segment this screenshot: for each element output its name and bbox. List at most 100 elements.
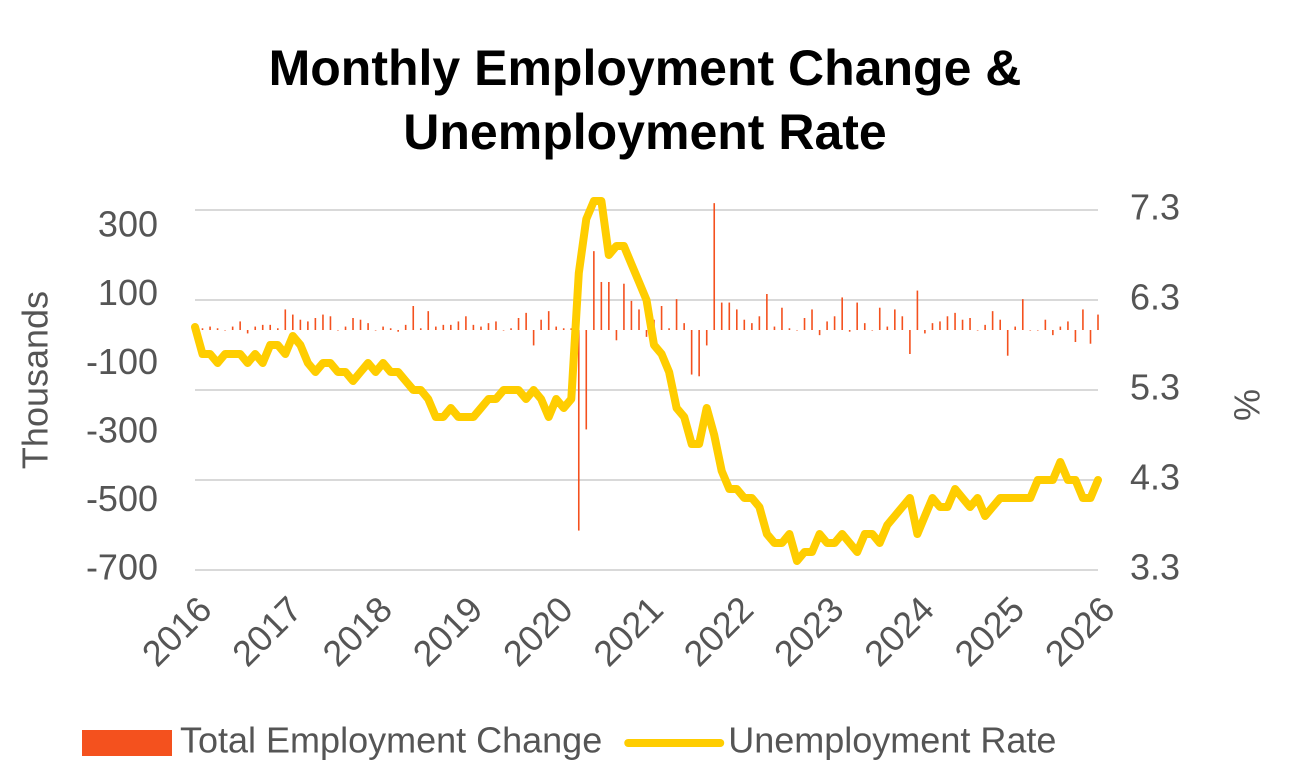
bar [758,316,761,330]
bar [630,300,633,330]
bar [352,318,354,330]
bar [894,309,896,330]
bar [863,323,866,330]
bar [909,330,911,354]
bar [623,283,625,330]
bar [517,318,520,330]
bar [502,330,505,331]
bar [683,323,685,330]
bar [728,302,731,330]
x-tick-label: 2017 [224,588,310,674]
bar [435,326,437,330]
bar [969,318,971,330]
bar [705,330,708,346]
bar [359,319,362,330]
bar [773,326,776,330]
legend-label: Unemployment Rate [728,720,1056,761]
x-tick-label: 2019 [405,588,491,674]
bar [1074,330,1077,342]
bar [796,330,798,331]
bar [314,318,317,330]
bar [743,319,746,330]
bar [307,321,309,330]
bar [615,330,618,341]
bar [577,330,580,531]
bar [803,318,806,330]
bar [510,328,512,330]
x-tick-label: 2024 [856,588,942,674]
bar [291,314,294,330]
bar [608,282,610,330]
bar [668,328,670,330]
x-tick-label: 2022 [676,588,762,674]
line [191,197,1102,565]
bar [412,306,415,330]
bar [1097,314,1099,330]
bar [984,324,986,330]
bar [555,326,557,330]
bar [1044,319,1047,330]
bar [954,312,956,330]
bar [841,297,843,330]
bar [826,321,828,330]
bar [329,316,332,330]
bar [961,319,964,330]
chart-title: Monthly Employment Change & [269,40,1022,96]
y-tick-label: -100 [86,341,158,382]
bar [600,282,603,330]
bar [924,330,926,334]
bar [261,324,264,330]
bar [540,319,542,330]
bar [593,251,595,330]
y-tick-label: -300 [86,409,158,450]
bar [201,328,204,330]
bar [781,307,783,330]
bar [720,302,723,330]
y-axis-label: Thousands [15,291,56,469]
bar [1082,309,1084,330]
bar [751,323,753,330]
y2-tick-label: 3.3 [1130,547,1180,588]
bar [239,321,241,330]
bar [487,323,490,330]
bar [382,326,384,330]
bar [856,302,858,330]
y2-tick-label: 6.3 [1130,277,1180,318]
bar [1089,330,1092,344]
bar [231,326,234,330]
bar [916,290,919,330]
bar [946,316,949,330]
x-tick-label: 2016 [134,588,220,674]
bar [547,311,550,330]
bar [246,330,249,334]
bar [397,330,399,332]
x-tick-label: 2021 [585,588,671,674]
bar [277,328,279,330]
x-tick-label: 2023 [766,588,852,674]
bar [532,330,535,346]
bar [878,307,881,330]
bar [675,299,678,330]
legend-label: Total Employment Change [180,720,602,761]
bar [811,309,813,330]
bar [389,328,392,330]
bar [457,321,460,330]
y-tick-label: -500 [86,478,158,519]
bar [901,316,904,330]
bar [1021,299,1024,330]
bar [480,326,482,330]
bar [216,328,219,330]
bar [472,324,475,330]
y-tick-label: 300 [98,204,158,245]
bar [698,330,700,377]
bar [1029,330,1032,331]
bar [209,326,211,330]
x-tick-label: 2020 [495,588,581,674]
bar [525,312,527,330]
y-tick-label: 100 [98,272,158,313]
bar [224,330,226,331]
bar [1014,326,1016,330]
y-tick-label: -700 [86,547,158,588]
bar [1006,330,1009,356]
bar [999,319,1002,330]
